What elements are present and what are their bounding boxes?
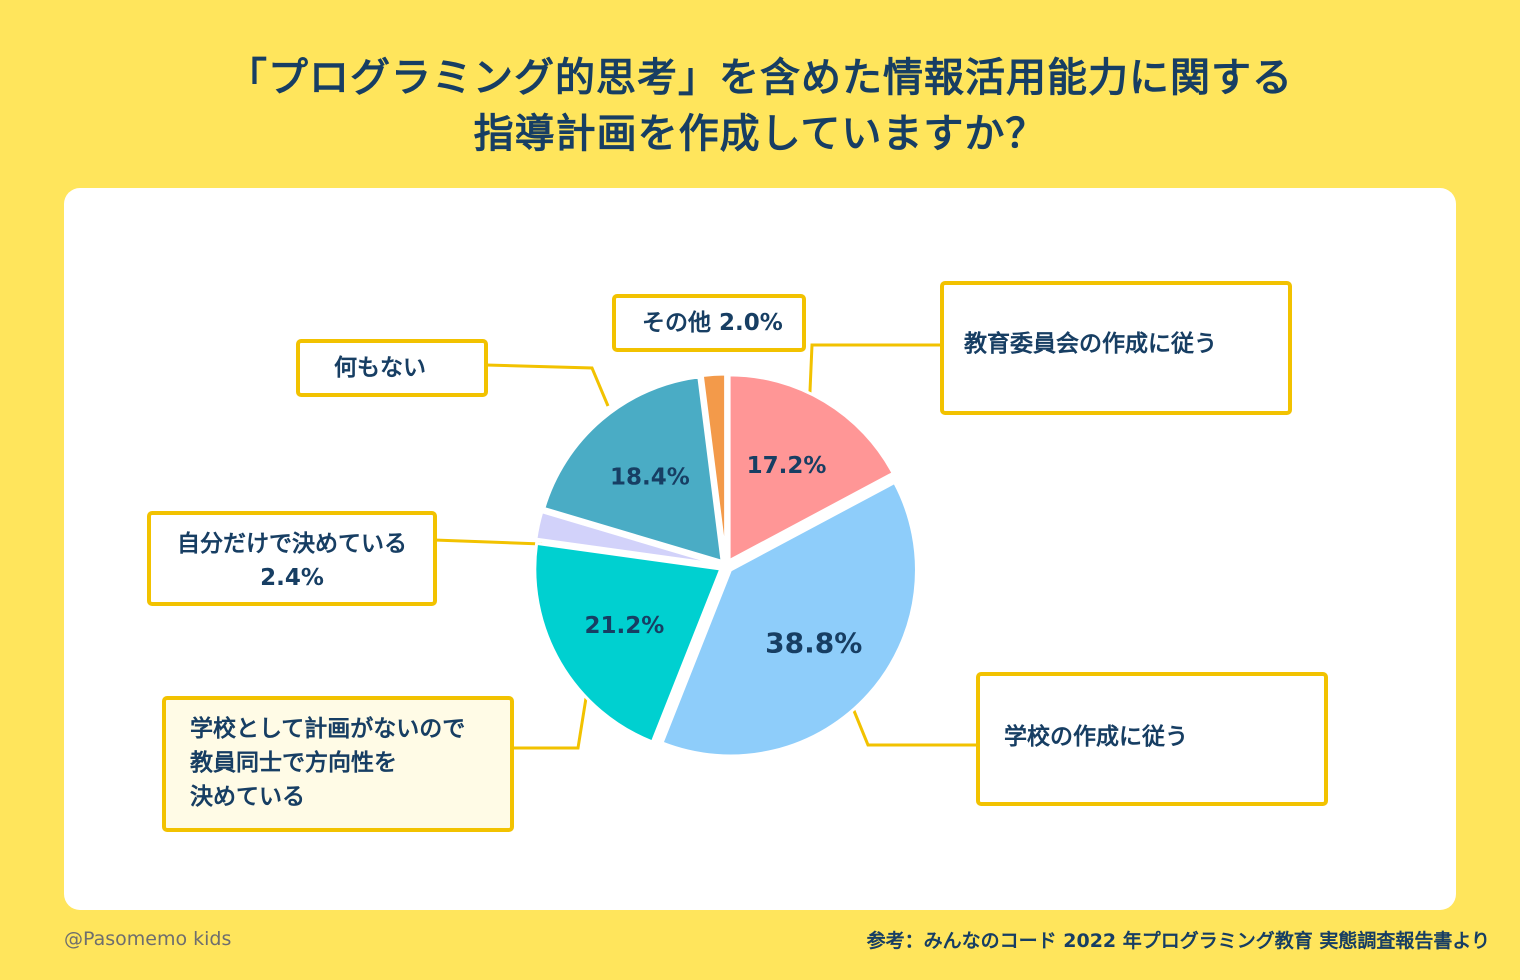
pie-slice	[700, 372, 728, 561]
connector-dousi	[512, 697, 588, 750]
chart-card: 17.2% 38.8% 21.2% 18.4% 教育委員会の作成に従う 学校の作成に従…	[64, 188, 1456, 910]
label-jibun-line-1: 自分だけで決めている	[177, 531, 407, 557]
pie-value-label: 38.8%	[765, 626, 862, 659]
pie-slice	[541, 375, 724, 564]
label-kyouiku-text: 教育委員会の作成に従う	[964, 331, 1217, 357]
label-nanimo-text: 何もない	[334, 355, 426, 381]
connector-gakkou	[848, 700, 978, 747]
label-gakkou-text: 学校の作成に従う	[1004, 724, 1188, 750]
connector-jibun	[433, 538, 543, 546]
brand-credit: @Pasomemo kids	[64, 928, 232, 950]
label-sonota-text: その他 2.0%	[642, 310, 783, 336]
label-jibun: 自分だけで決めている 2.4%	[147, 511, 437, 606]
chart-title: 「プログラミング的思考」を含めた情報活用能力に関する 指導計画を作成していますか…	[0, 50, 1520, 162]
pie-slice	[533, 541, 723, 744]
pie-value-label: 21.2%	[585, 613, 665, 639]
pie-slice	[727, 373, 896, 564]
source-credit: 参考：みんなのコード 2022 年プログラミング教育 実態調査報告書より	[866, 930, 1490, 952]
label-kyouiku: 教育委員会の作成に従う	[940, 281, 1292, 415]
pie-slice	[660, 480, 918, 758]
pie-slice	[534, 509, 721, 567]
label-jibun-line-2: 2.4%	[260, 565, 324, 591]
pie-slices	[533, 372, 918, 758]
label-dousi: 学校として計画がないので 教員同士で方向性を 決めている	[162, 696, 514, 832]
pie-chart: 17.2% 38.8% 21.2% 18.4%	[433, 343, 978, 758]
pie-value-labels: 17.2% 38.8% 21.2% 18.4%	[585, 453, 863, 659]
chart-title-line-1: 「プログラミング的思考」を含めた情報活用能力に関する	[227, 55, 1293, 101]
chart-title-line-2: 指導計画を作成していますか？	[473, 111, 1047, 157]
label-dousi-line-3: 決めている	[190, 784, 305, 810]
pie-value-label: 18.4%	[610, 464, 690, 490]
label-nanimo: 何もない	[296, 339, 488, 397]
connector-nanimo	[485, 363, 610, 407]
label-gakkou: 学校の作成に従う	[976, 672, 1328, 806]
label-dousi-line-1: 学校として計画がないので	[190, 716, 466, 742]
label-sonota: その他 2.0%	[612, 294, 806, 352]
pie-value-label: 17.2%	[747, 453, 827, 479]
label-dousi-line-2: 教員同士で方向性を	[190, 750, 397, 776]
